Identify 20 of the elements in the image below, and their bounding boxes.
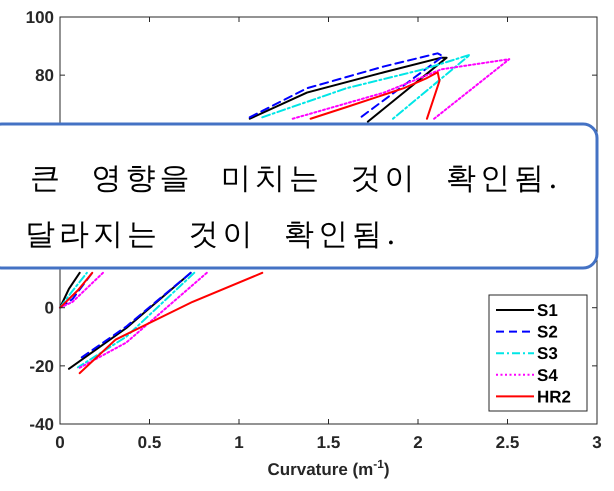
y-tick-label: 0 bbox=[44, 298, 54, 318]
x-tick-label: 3 bbox=[592, 433, 602, 452]
x-tick-label: 0.5 bbox=[138, 433, 162, 452]
y-tick-label: -40 bbox=[29, 415, 54, 434]
legend-label: S3 bbox=[537, 344, 558, 364]
annotation: 큰 영향을 미치는 것이 확인됨. bbox=[30, 161, 562, 196]
x-tick-label: 1.5 bbox=[316, 433, 340, 452]
legend-label: HR2 bbox=[537, 387, 572, 406]
annotation: 달라지는 것이 확인됨. bbox=[25, 217, 400, 252]
legend-label: S1 bbox=[537, 301, 558, 320]
legend-label: S4 bbox=[537, 366, 558, 385]
y-tick-label: -20 bbox=[29, 356, 54, 376]
y-tick-label: 100 bbox=[26, 8, 54, 27]
x-axis-title: Curvature (m$^{-1}$) bbox=[267, 457, 390, 479]
legend-label: S2 bbox=[537, 322, 558, 342]
callout: 큰 영향을 미치는 것이 확인됨. 달라지는 것이 확인됨. bbox=[0, 122, 598, 270]
x-tick-label: 2.5 bbox=[496, 433, 520, 452]
x-tick-label: 1 bbox=[234, 433, 244, 452]
y-tick-label: 80 bbox=[35, 66, 54, 86]
x-tick-label: 2 bbox=[413, 433, 423, 452]
